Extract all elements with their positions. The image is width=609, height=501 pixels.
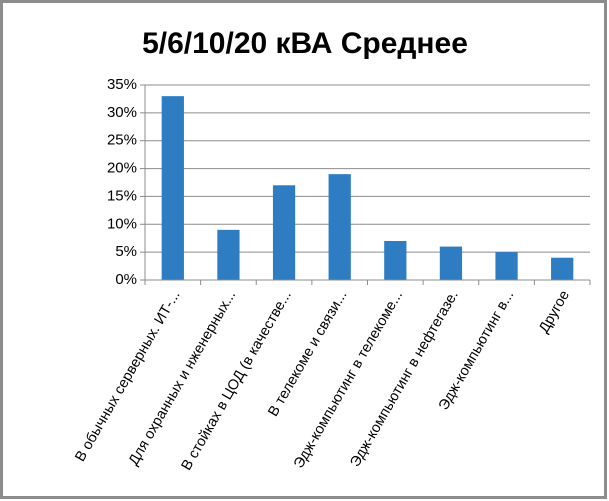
bar bbox=[272, 185, 296, 280]
bar bbox=[384, 241, 407, 280]
y-tick-label: 35% bbox=[107, 76, 137, 93]
bar bbox=[551, 257, 574, 280]
y-tick-label: 5% bbox=[115, 243, 137, 260]
y-tick-label: 15% bbox=[107, 187, 137, 204]
y-tick-label: 30% bbox=[107, 104, 137, 121]
bar bbox=[217, 229, 240, 280]
bar bbox=[328, 174, 351, 280]
y-tick-label: 10% bbox=[107, 215, 137, 232]
y-tick-label: 0% bbox=[115, 271, 137, 288]
bar bbox=[495, 252, 518, 280]
y-tick-label: 25% bbox=[107, 132, 137, 149]
bar bbox=[439, 246, 463, 280]
chart-title: 5/6/10/20 кВА Среднее bbox=[142, 27, 468, 60]
bar bbox=[161, 96, 184, 281]
y-tick-label: 20% bbox=[107, 160, 137, 177]
